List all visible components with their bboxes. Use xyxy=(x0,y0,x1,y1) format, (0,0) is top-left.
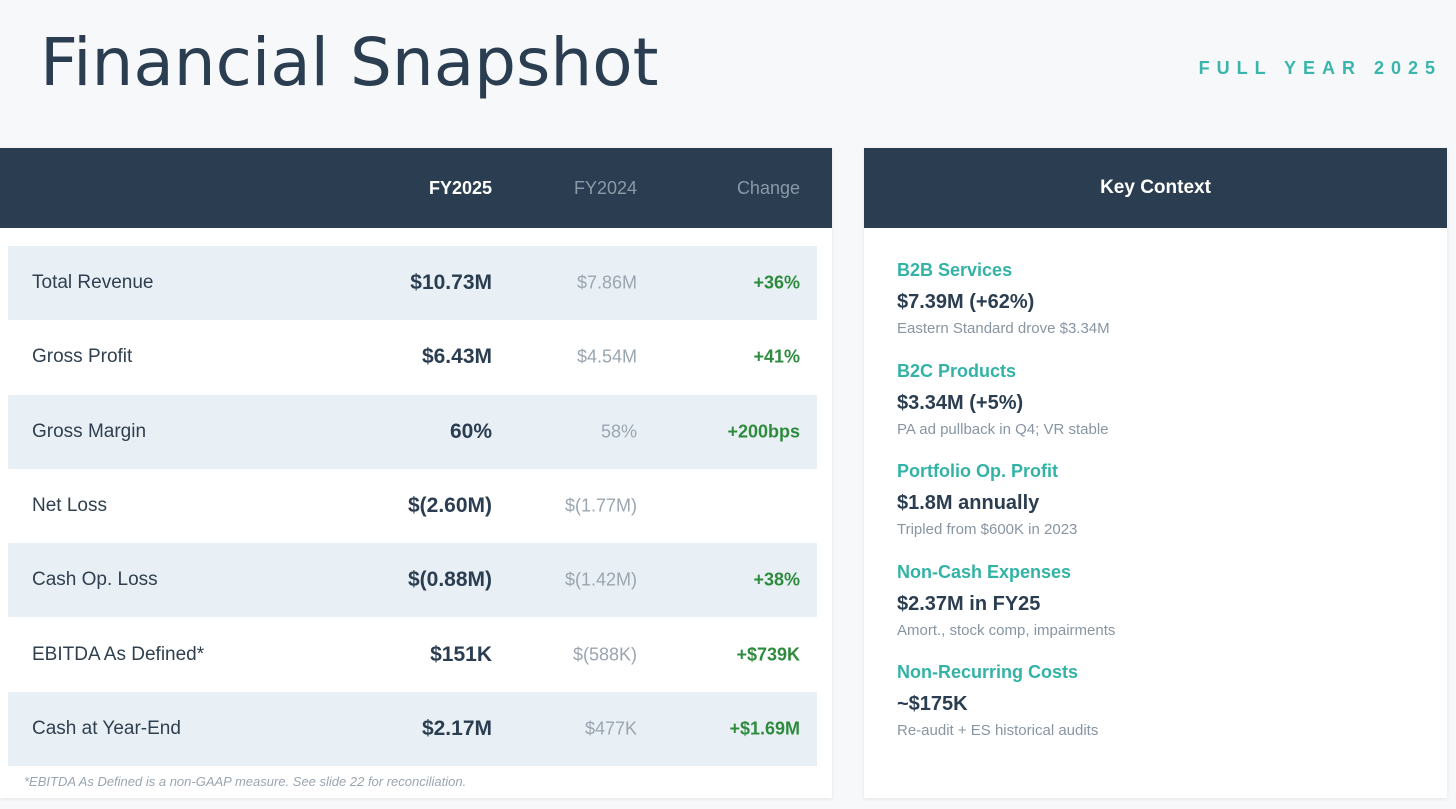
item-note: Amort., stock comp, impairments xyxy=(897,621,1116,639)
item-note: Tripled from $600K in 2023 xyxy=(897,521,1078,538)
change-value: +$1.69M xyxy=(729,718,800,739)
table-header: FY2025 FY2024 Change xyxy=(0,148,832,228)
fy2024-value: $477K xyxy=(584,718,637,739)
item-title: Non-Recurring Costs xyxy=(897,662,1079,682)
fy2024-value: $(1.42M) xyxy=(564,569,637,590)
financial-table-panel: FY2025 FY2024 Change Total Revenue $10.7… xyxy=(0,148,832,798)
item-title: B2C Products xyxy=(897,360,1017,381)
key-context-item: B2B Services $7.39M (+62%) Eastern Stand… xyxy=(897,260,1417,361)
row-label: Cash at Year-End xyxy=(32,717,181,739)
key-context-item: Non-Cash Expenses $2.37M in FY25 Amort.,… xyxy=(897,562,1417,663)
table-row: Gross Profit $6.43M $4.54M +41% xyxy=(8,320,817,394)
key-context-list: B2B Services $7.39M (+62%) Eastern Stand… xyxy=(897,260,1417,763)
item-value: ~$175K xyxy=(897,693,968,715)
fy2024-value: $7.86M xyxy=(576,272,637,293)
table-row: Total Revenue $10.73M $7.86M +36% xyxy=(8,246,817,321)
item-title: Non-Cash Expenses xyxy=(897,561,1072,582)
fy2025-value: $10.73M xyxy=(410,271,492,295)
key-context-item: Portfolio Op. Profit $1.8M annually Trip… xyxy=(897,461,1417,562)
page-title: Financial Snapshot xyxy=(40,24,659,101)
row-label: Gross Profit xyxy=(32,346,133,368)
change-value: +200bps xyxy=(727,421,800,442)
fy2024-value: 58% xyxy=(600,421,637,442)
fy2025-value: $2.17M xyxy=(421,716,492,740)
column-header-fy2025: FY2025 xyxy=(428,178,492,198)
fy2025-value: $6.43M xyxy=(421,345,492,369)
item-title: Portfolio Op. Profit xyxy=(897,461,1058,481)
change-value: +41% xyxy=(753,346,800,367)
item-note: Eastern Standard drove $3.34M xyxy=(897,320,1110,337)
table-row: Net Loss $(2.60M) $(1.77M) xyxy=(8,469,817,543)
item-note: PA ad pullback in Q4; VR stable xyxy=(897,420,1109,438)
key-context-item: B2C Products $3.34M (+5%) PA ad pullback… xyxy=(897,361,1417,462)
fy2024-value: $4.54M xyxy=(576,346,637,367)
fy2025-value: $(2.60M) xyxy=(407,494,492,518)
row-label: EBITDA As Defined* xyxy=(32,643,205,665)
table-body: Total Revenue $10.73M $7.86M +36% Gross … xyxy=(8,246,817,767)
fy2025-value: $(0.88M) xyxy=(407,568,492,592)
item-value: $3.34M (+5%) xyxy=(897,391,1024,414)
column-header-fy2024: FY2024 xyxy=(573,178,637,198)
item-value: $7.39M (+62%) xyxy=(897,291,1035,313)
fy2025-value: 60% xyxy=(449,419,492,443)
row-label: Cash Op. Loss xyxy=(32,569,158,591)
table-row: Cash Op. Loss $(0.88M) $(1.42M) +38% xyxy=(8,543,817,618)
table-row: Cash at Year-End $2.17M $477K +$1.69M xyxy=(8,691,817,767)
table-row: EBITDA As Defined* $151K $(588K) +$739K xyxy=(8,617,817,691)
row-label: Net Loss xyxy=(32,495,107,517)
page-subtitle: FULL YEAR 2025 xyxy=(1198,58,1442,78)
item-value: $2.37M in FY25 xyxy=(897,592,1041,615)
row-label: Total Revenue xyxy=(32,272,154,294)
change-value: +36% xyxy=(753,272,800,293)
table-row: Gross Margin 60% 58% +200bps xyxy=(8,394,817,469)
key-context-panel: Key Context B2B Services $7.39M (+62%) E… xyxy=(864,148,1447,798)
change-value: +$739K xyxy=(736,644,800,665)
fy2024-value: $(1.77M) xyxy=(564,495,637,516)
item-note: Re-audit + ES historical audits xyxy=(897,722,1099,739)
item-value: $1.8M annually xyxy=(897,492,1040,514)
key-context-item: Non-Recurring Costs ~$175K Re-audit + ES… xyxy=(897,662,1417,763)
fy2025-value: $151K xyxy=(430,642,492,666)
table-footnote: *EBITDA As Defined is a non-GAAP measure… xyxy=(24,774,467,789)
fy2024-value: $(588K) xyxy=(572,644,637,665)
row-label: Gross Margin xyxy=(32,420,147,442)
item-title: B2B Services xyxy=(897,260,1013,280)
key-context-title: Key Context xyxy=(864,148,1447,228)
change-value: +38% xyxy=(753,569,800,590)
column-header-change: Change xyxy=(736,178,800,198)
